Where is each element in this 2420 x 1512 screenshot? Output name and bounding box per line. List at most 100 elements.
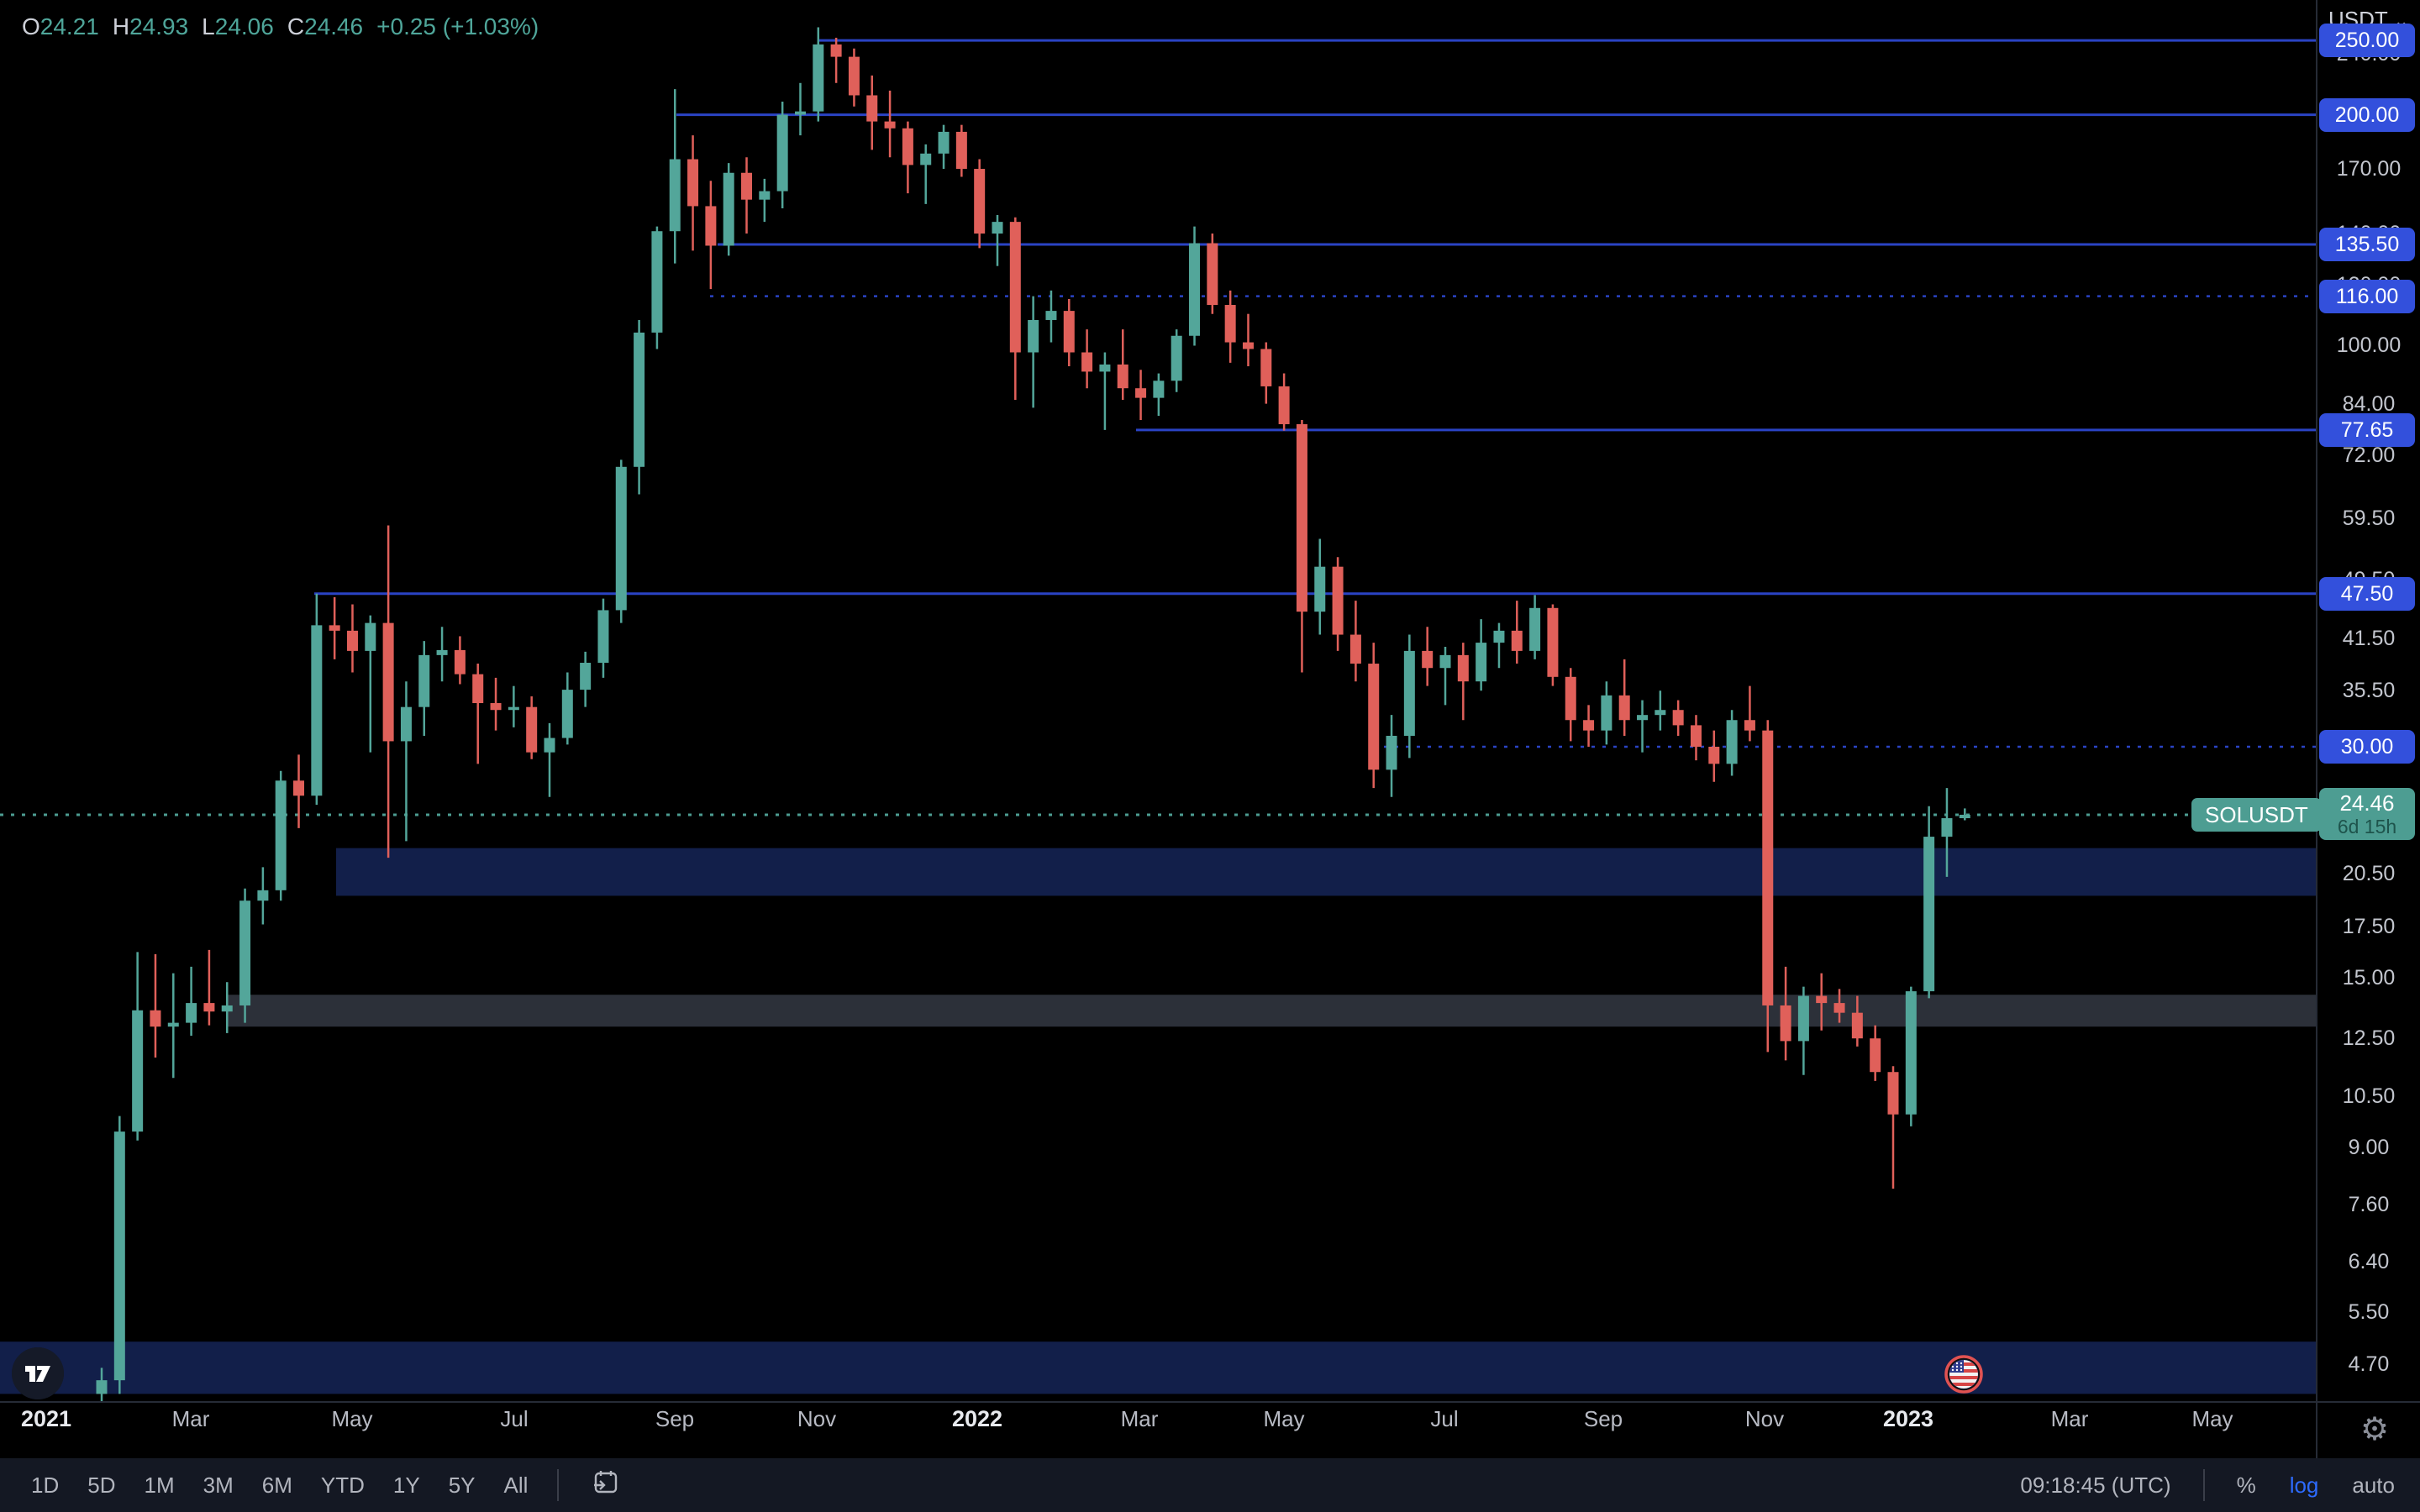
price-tick-label: 6.40 bbox=[2348, 1249, 2390, 1273]
time-label: Sep bbox=[1583, 1406, 1623, 1431]
candle bbox=[1870, 1025, 1881, 1081]
candle bbox=[1422, 627, 1434, 686]
range-button-1d[interactable]: 1D bbox=[31, 1472, 60, 1498]
candle bbox=[1242, 313, 1254, 367]
price-tick-label: 15.00 bbox=[2342, 965, 2396, 990]
range-button-1m[interactable]: 1M bbox=[144, 1472, 175, 1498]
candle bbox=[1314, 538, 1326, 635]
candle bbox=[1063, 299, 1075, 367]
range-button-1y[interactable]: 1Y bbox=[392, 1472, 420, 1498]
time-label: May bbox=[2191, 1406, 2233, 1431]
candle bbox=[96, 1368, 108, 1401]
candle bbox=[1135, 370, 1147, 420]
candle bbox=[1583, 705, 1595, 747]
candle bbox=[741, 157, 753, 234]
current-price-label: 24.46 6d 15h bbox=[2319, 787, 2415, 840]
candle bbox=[1493, 622, 1505, 669]
price-tick-label: 72.00 bbox=[2342, 443, 2396, 467]
candle bbox=[705, 181, 717, 290]
bar-countdown: 6d 15h bbox=[2337, 815, 2397, 837]
percent-scale-button[interactable]: % bbox=[2236, 1472, 2256, 1498]
candle bbox=[113, 1116, 125, 1394]
candle bbox=[275, 770, 287, 901]
price-tick-label: 4.70 bbox=[2348, 1352, 2390, 1377]
time-label: Nov bbox=[1744, 1406, 1785, 1431]
candle bbox=[830, 37, 842, 83]
gear-icon[interactable]: ⚙ bbox=[2360, 1412, 2390, 1447]
candle bbox=[1690, 715, 1702, 761]
legend-value: 24.46 bbox=[304, 13, 364, 39]
range-button-6m[interactable]: 6M bbox=[261, 1472, 292, 1498]
legend-key: H bbox=[112, 13, 130, 39]
candle bbox=[1565, 668, 1576, 742]
price-tick-label: 9.00 bbox=[2348, 1136, 2390, 1160]
range-button-5y[interactable]: 5Y bbox=[448, 1472, 476, 1498]
legend-value: 24.93 bbox=[129, 13, 189, 39]
candle bbox=[186, 966, 197, 1037]
auto-scale-button[interactable]: auto bbox=[2352, 1472, 2395, 1498]
time-label: May bbox=[1263, 1406, 1305, 1431]
candle bbox=[1959, 808, 1970, 821]
price-tick-label: 170.00 bbox=[2336, 157, 2402, 181]
candle bbox=[884, 90, 896, 158]
ohlc-legend: O24.21 H24.93 L24.06 C24.46 +0.25 (+1.03%) bbox=[22, 13, 539, 40]
go-to-date-icon[interactable] bbox=[591, 1467, 621, 1504]
tradingview-logo[interactable] bbox=[12, 1347, 64, 1399]
candle bbox=[239, 888, 251, 1023]
time-label: 2021 bbox=[20, 1406, 72, 1431]
current-price-value: 24.46 bbox=[2339, 790, 2395, 816]
range-button-3m[interactable]: 3M bbox=[203, 1472, 234, 1498]
candle bbox=[1780, 966, 1791, 1061]
candle bbox=[132, 952, 144, 1141]
time-axis-separator bbox=[0, 1401, 2420, 1403]
legend-value: 24.06 bbox=[214, 13, 274, 39]
price-tick-label: 5.50 bbox=[2348, 1299, 2390, 1324]
time-axis[interactable]: 2021 Mar May Jul Sep Nov 2022 Mar May Jul Sep Nov 20… bbox=[0, 1401, 2316, 1458]
candlestick-chart-canvas[interactable] bbox=[0, 0, 2316, 1401]
candle bbox=[1797, 986, 1809, 1075]
candle bbox=[1672, 700, 1684, 736]
candle bbox=[866, 75, 878, 150]
price-zone[interactable] bbox=[336, 848, 2316, 896]
legend-key: L bbox=[202, 13, 215, 39]
price-tick-label: 100.00 bbox=[2336, 333, 2402, 358]
us-flag-icon[interactable] bbox=[1944, 1355, 1983, 1398]
candle bbox=[974, 159, 986, 249]
time-label: May bbox=[331, 1406, 373, 1431]
time-label: Mar bbox=[2050, 1406, 2089, 1431]
log-scale-button[interactable]: log bbox=[2289, 1472, 2319, 1498]
candle bbox=[1457, 643, 1469, 721]
candle bbox=[1655, 690, 1666, 731]
candle bbox=[382, 525, 394, 858]
candle bbox=[1207, 234, 1218, 314]
price-level-label: 47.50 bbox=[2319, 576, 2415, 611]
range-button-ytd[interactable]: YTD bbox=[320, 1472, 365, 1498]
candle bbox=[1618, 659, 1630, 736]
candle bbox=[454, 636, 466, 685]
candle bbox=[902, 121, 913, 194]
candle bbox=[651, 226, 663, 349]
range-button-5d[interactable]: 5D bbox=[87, 1472, 116, 1498]
candle bbox=[597, 598, 609, 678]
candle bbox=[418, 641, 430, 736]
price-zone[interactable] bbox=[0, 1341, 2316, 1394]
clock-utc[interactable]: 09:18:45 (UTC) bbox=[2020, 1472, 2171, 1498]
price-zone[interactable] bbox=[227, 995, 2316, 1027]
candle bbox=[1762, 720, 1774, 1053]
price-axis[interactable]: USDT ⌄ 240.00170.00140.00120.00100.0084.… bbox=[2317, 0, 2420, 1401]
candle bbox=[1081, 329, 1093, 389]
candle bbox=[1332, 557, 1344, 651]
range-button-all[interactable]: All bbox=[503, 1472, 529, 1498]
price-level-label: 135.50 bbox=[2319, 228, 2415, 261]
candle bbox=[634, 319, 645, 495]
candle bbox=[257, 867, 269, 925]
price-tick-label: 20.50 bbox=[2342, 861, 2396, 885]
candle bbox=[1153, 373, 1165, 417]
time-label: Mar bbox=[171, 1406, 210, 1431]
candle bbox=[813, 27, 824, 122]
candle bbox=[1171, 329, 1182, 392]
legend-key: C bbox=[287, 13, 305, 39]
candle bbox=[955, 124, 967, 177]
candle bbox=[1099, 352, 1111, 430]
candle bbox=[1349, 601, 1361, 682]
